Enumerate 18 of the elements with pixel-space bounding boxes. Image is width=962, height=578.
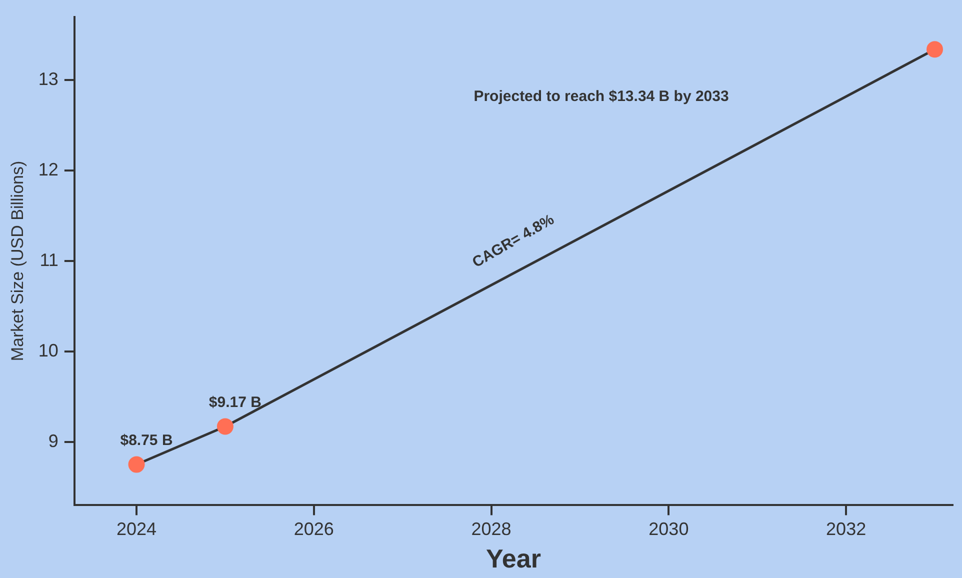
annotation: Projected to reach $13.34 B by 2033 bbox=[474, 88, 729, 105]
point bbox=[216, 418, 234, 435]
data-label: $9.17 B bbox=[208, 394, 262, 412]
y-tick-label: 13 bbox=[38, 69, 58, 90]
x-axis-title: Year bbox=[486, 544, 541, 574]
y-tick-label: 9 bbox=[48, 430, 58, 451]
y-tick-label: 11 bbox=[40, 250, 58, 270]
x-tick-label: 2028 bbox=[471, 518, 512, 539]
data-label: $8.75 B bbox=[120, 432, 173, 450]
y-tick-label: 12 bbox=[38, 160, 58, 180]
point bbox=[926, 41, 944, 58]
y-axis-title: Market Size (USD Billions) bbox=[8, 160, 27, 362]
point bbox=[128, 456, 145, 473]
y-tick-label: 10 bbox=[38, 340, 58, 360]
x-tick-label: 2026 bbox=[294, 518, 334, 539]
x-tick-label: 2024 bbox=[116, 518, 157, 539]
x-tick-label: 2032 bbox=[826, 518, 866, 539]
x-tick-label: 2030 bbox=[648, 518, 689, 539]
